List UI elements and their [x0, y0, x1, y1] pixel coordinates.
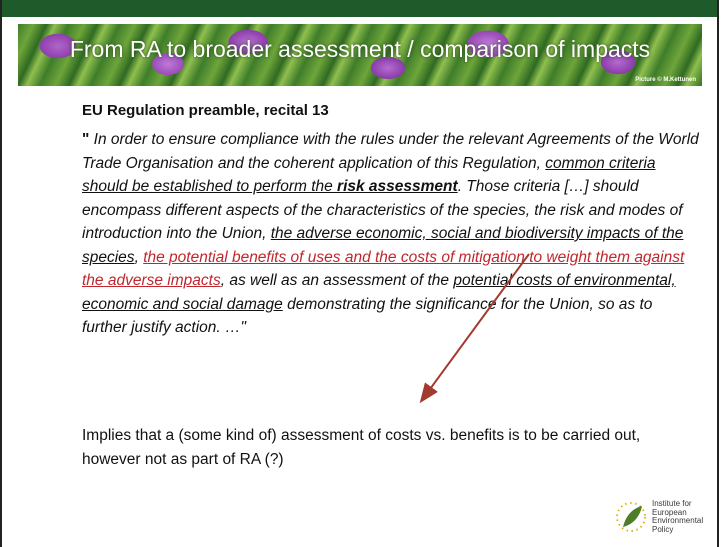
slide: From RA to broader assessment / comparis…	[0, 0, 719, 547]
arrow-line	[422, 254, 529, 400]
arrow	[2, 0, 721, 547]
logo-line: Policy	[652, 526, 703, 535]
logo-icon	[614, 500, 648, 534]
